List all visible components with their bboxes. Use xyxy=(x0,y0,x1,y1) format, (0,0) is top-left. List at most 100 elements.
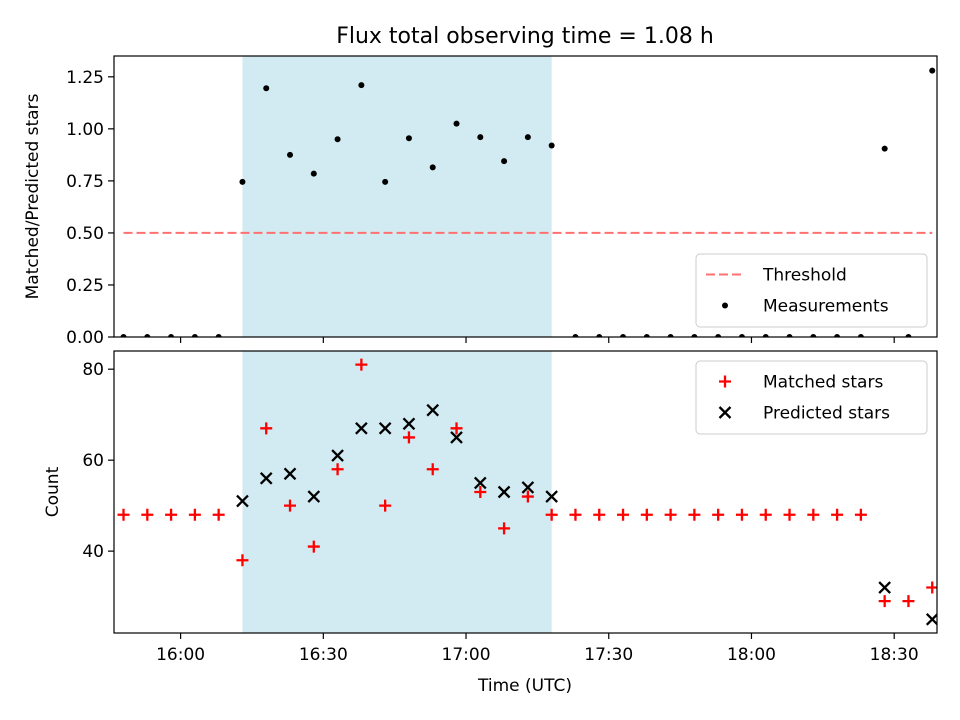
measurements-point xyxy=(239,178,246,185)
panel-frame xyxy=(113,55,938,338)
y-tick-label: 80 xyxy=(82,360,104,380)
matched-stars-point xyxy=(712,508,725,521)
measurements-point xyxy=(144,334,151,337)
count-panel: 40 60 80 16:00 16:30 17:00 17:30 18:00 18:30 Coun… xyxy=(43,350,938,665)
x-tick-label: 16:30 xyxy=(299,645,348,665)
measurements-point xyxy=(168,334,175,337)
predicted-stars-point-glyph xyxy=(331,449,344,462)
matched-stars-point-glyph xyxy=(331,463,344,476)
predicted-stars-point-glyph xyxy=(402,417,416,431)
matched-stars-point xyxy=(117,508,130,521)
predicted-stars-point xyxy=(355,422,368,435)
x-tick-label: 18:30 xyxy=(870,645,919,665)
legend-box xyxy=(695,360,928,435)
matched-stars-point xyxy=(141,508,154,521)
measurements-point xyxy=(596,334,603,337)
matched-stars-point xyxy=(640,508,653,521)
predicted-stars-point-glyph xyxy=(283,467,297,481)
legend-swatch-measurements xyxy=(722,302,728,309)
predicted-stars-point xyxy=(307,490,321,503)
ratio-panel: 0.00 0.25 0.50 0.75 1.00 1.25 Matched/Predicte… xyxy=(23,55,938,348)
matched-stars-point-glyph xyxy=(545,508,558,521)
measurements-point xyxy=(310,170,317,177)
predicted-stars-point xyxy=(450,431,463,444)
y-tick-label: 0.25 xyxy=(66,276,104,296)
matched-stars-point xyxy=(664,508,677,521)
x-tick-label: 16:00 xyxy=(156,645,205,665)
legend-swatch-matched-stars xyxy=(719,375,731,388)
matched-stars-point-glyph xyxy=(117,508,130,521)
measurements-point xyxy=(881,145,888,152)
matched-stars-point-glyph xyxy=(640,508,653,521)
x-tick-label: 18:00 xyxy=(727,645,776,665)
matched-stars-point xyxy=(165,508,178,521)
matched-stars-point xyxy=(307,540,320,553)
y-tick-label: 0.75 xyxy=(66,172,104,192)
predicted-stars-point-glyph xyxy=(521,481,535,494)
plot-area xyxy=(117,351,937,633)
matched-stars-point-glyph xyxy=(236,554,249,567)
predicted-stars-point xyxy=(925,613,937,626)
matched-stars-point-glyph xyxy=(521,490,534,503)
matched-stars-point-glyph xyxy=(854,508,867,521)
matched-stars-point-glyph xyxy=(426,463,439,476)
measurements-point xyxy=(453,120,460,127)
measurements-point xyxy=(810,334,817,337)
measurements-point xyxy=(857,334,864,337)
predicted-stars-point xyxy=(545,490,558,503)
measurements-point xyxy=(358,82,365,89)
predicted-stars-point xyxy=(378,422,392,435)
legend-label-matched-stars: Matched stars xyxy=(763,373,883,393)
y-tick-label: 1.00 xyxy=(66,120,104,140)
measurements-point xyxy=(738,334,745,337)
matched-stars-point-glyph xyxy=(188,508,201,521)
measurements-point xyxy=(691,334,698,337)
matched-stars-point xyxy=(260,422,273,435)
matched-stars-point-glyph xyxy=(355,358,368,371)
predicted-stars-point-glyph xyxy=(925,613,937,626)
matched-stars-point-glyph xyxy=(498,522,511,535)
legend-swatch-predicted-stars-glyph xyxy=(718,406,732,419)
predicted-stars-point xyxy=(497,485,511,499)
predicted-stars-point-glyph xyxy=(307,490,321,503)
matched-stars-point xyxy=(402,431,415,444)
predicted-stars-point xyxy=(331,449,344,462)
matched-stars-point-glyph xyxy=(141,508,154,521)
y-tick-label: 0.50 xyxy=(66,224,104,244)
measurements-point xyxy=(429,164,436,171)
measurements-point xyxy=(501,158,508,165)
measurements-point xyxy=(215,334,222,337)
matched-stars-point-glyph xyxy=(307,540,320,553)
matched-stars-point xyxy=(759,508,772,521)
y-axis-label: Matched/Predicted stars xyxy=(23,93,43,299)
predicted-stars-point-glyph xyxy=(236,494,249,508)
matched-stars-point xyxy=(902,595,915,608)
measurements-point xyxy=(382,178,389,185)
matched-stars-point-glyph xyxy=(593,508,606,521)
y-tick-label: 1.25 xyxy=(66,68,104,88)
matched-stars-point-glyph xyxy=(807,508,820,521)
predicted-stars-point xyxy=(236,494,249,508)
predicted-stars-point-glyph xyxy=(473,476,487,490)
predicted-stars-point-glyph xyxy=(450,431,463,444)
predicted-stars-point xyxy=(283,467,297,481)
matched-stars-point xyxy=(236,554,249,567)
matched-stars-point xyxy=(569,508,582,521)
measurements-point xyxy=(263,85,270,92)
legend-box xyxy=(695,253,928,328)
legend-swatch-matched-stars-glyph xyxy=(719,375,731,388)
legend: Threshold Measurements xyxy=(695,253,928,328)
measurements-point xyxy=(405,135,412,142)
measurements-point xyxy=(572,334,579,337)
matched-stars-point-glyph xyxy=(664,508,677,521)
measurements-point xyxy=(762,334,769,337)
matched-stars-point xyxy=(284,499,297,512)
predicted-stars-point xyxy=(473,476,487,490)
predicted-stars-point xyxy=(426,403,440,417)
y-tick-label: 60 xyxy=(82,451,104,471)
matched-stars-point-glyph xyxy=(474,486,487,498)
measurements-point xyxy=(191,334,198,337)
measurements-point xyxy=(120,334,127,337)
matched-stars-point xyxy=(474,486,487,498)
matched-stars-point-glyph xyxy=(783,508,796,521)
